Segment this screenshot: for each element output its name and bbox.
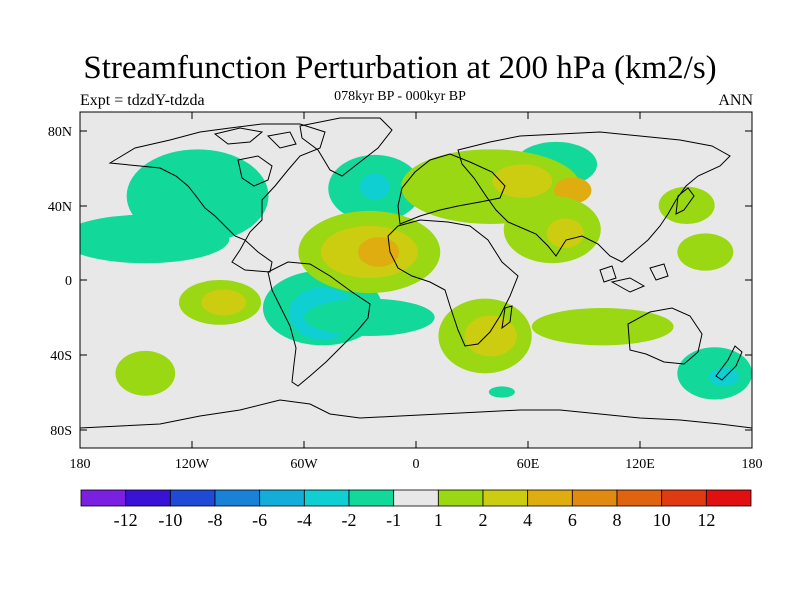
plot-subtitle: 078kyr BP - 000kyr BP — [334, 89, 466, 104]
season-label: ANN — [718, 92, 753, 109]
contour-region-21 — [677, 233, 734, 271]
contour-region-26 — [531, 308, 674, 346]
lon-label-120w: 120W — [175, 457, 210, 472]
colorbar-swatch-2 — [169, 489, 216, 507]
colorbar-label: 6 — [568, 510, 577, 530]
coastline-greenland — [299, 117, 393, 177]
colorbar-swatch-3 — [214, 489, 261, 507]
lon-tick-marks — [79, 112, 753, 448]
colorbar-label: -12 — [114, 510, 138, 530]
colorbar-label: -4 — [297, 510, 312, 530]
colorbar-label: 2 — [479, 510, 488, 530]
coastline-arctic-islands — [213, 127, 297, 149]
coastline-madagascar — [501, 305, 513, 330]
contour-region-4 — [360, 173, 390, 200]
lon-label-120e: 120E — [625, 457, 655, 472]
lat-label-80s: 80S — [50, 424, 72, 439]
coastline-south-america — [267, 261, 371, 387]
lat-label-40s: 40S — [50, 349, 72, 364]
lat-tick-marks — [80, 130, 752, 431]
lat-label-0: 0 — [65, 274, 72, 289]
colorbar-label: 1 — [434, 510, 443, 530]
colorbar-label: 10 — [653, 510, 671, 530]
lon-label-60e: 60E — [517, 457, 540, 472]
contour-region-17 — [358, 237, 400, 267]
contour-region-19 — [546, 218, 584, 249]
lon-label-180e: 180 — [742, 457, 763, 472]
colorbar-label: -10 — [158, 510, 182, 530]
colorbar-swatch-9 — [482, 489, 529, 507]
contour-region-2 — [80, 214, 230, 264]
colorbar-swatch-5 — [303, 489, 350, 507]
coastline-hudson-bay — [237, 155, 273, 187]
colorbar-swatch-14 — [705, 489, 752, 507]
experiment-label: Expt = tdzdY-tdzda — [80, 92, 205, 109]
colorbar-swatch-0 — [80, 489, 127, 507]
lon-label-0: 0 — [413, 457, 420, 472]
contour-region-13 — [492, 164, 553, 198]
lon-label-60w: 60W — [290, 457, 318, 472]
colorbar-swatch-11 — [571, 489, 618, 507]
lon-tick-labels: 180 120W 60W 0 60E 120E 180 — [70, 457, 763, 472]
coastline-australia — [627, 307, 703, 365]
colorbar-label: -2 — [342, 510, 357, 530]
contour-region-27 — [115, 350, 176, 396]
colorbar-swatch-8 — [437, 489, 484, 507]
contour-region-25 — [464, 315, 517, 357]
colorbar-label: -8 — [208, 510, 223, 530]
coastline-africa — [387, 219, 519, 347]
colorbar-label: -6 — [252, 510, 267, 530]
contour-region-7 — [304, 298, 435, 337]
colorbar-swatch-1 — [125, 489, 171, 507]
lon-label-180w: 180 — [70, 457, 91, 472]
coastlines — [80, 117, 752, 429]
contour-region-10 — [709, 367, 739, 387]
colorbar: -12 -10 -8 -6 -4 -2 -1 1 2 4 6 8 10 12 — [80, 489, 752, 530]
lat-label-80n: 80N — [48, 125, 72, 140]
contour-region-20 — [658, 186, 715, 224]
lat-label-40n: 40N — [48, 200, 72, 215]
colorbar-swatch-7 — [393, 489, 439, 507]
coastline-europe — [397, 153, 506, 225]
colorbar-swatch-6 — [348, 489, 395, 507]
lat-tick-labels: 80N 40N 0 40S 80S — [48, 125, 72, 439]
contour-region-11 — [488, 386, 515, 398]
colorbar-label: 8 — [613, 510, 622, 530]
coastline-antarctica — [80, 399, 752, 429]
colorbar-label: -1 — [386, 510, 401, 530]
colorbar-label: 12 — [697, 510, 715, 530]
colorbar-swatch-12 — [616, 489, 663, 507]
colorbar-swatch-10 — [527, 489, 573, 507]
coastline-japan — [675, 187, 695, 215]
contour-region-23 — [201, 289, 247, 316]
coastline-asia — [457, 131, 731, 263]
colorbar-swatch-13 — [661, 489, 707, 507]
coastline-north-america — [108, 123, 326, 273]
plot-title: Streamfunction Perturbation at 200 hPa (… — [83, 50, 717, 86]
colorbar-label: 4 — [523, 510, 532, 530]
colorbar-swatch-4 — [259, 489, 305, 507]
coastline-southeast-asia — [599, 263, 669, 293]
coastline-new-zealand — [715, 345, 743, 381]
